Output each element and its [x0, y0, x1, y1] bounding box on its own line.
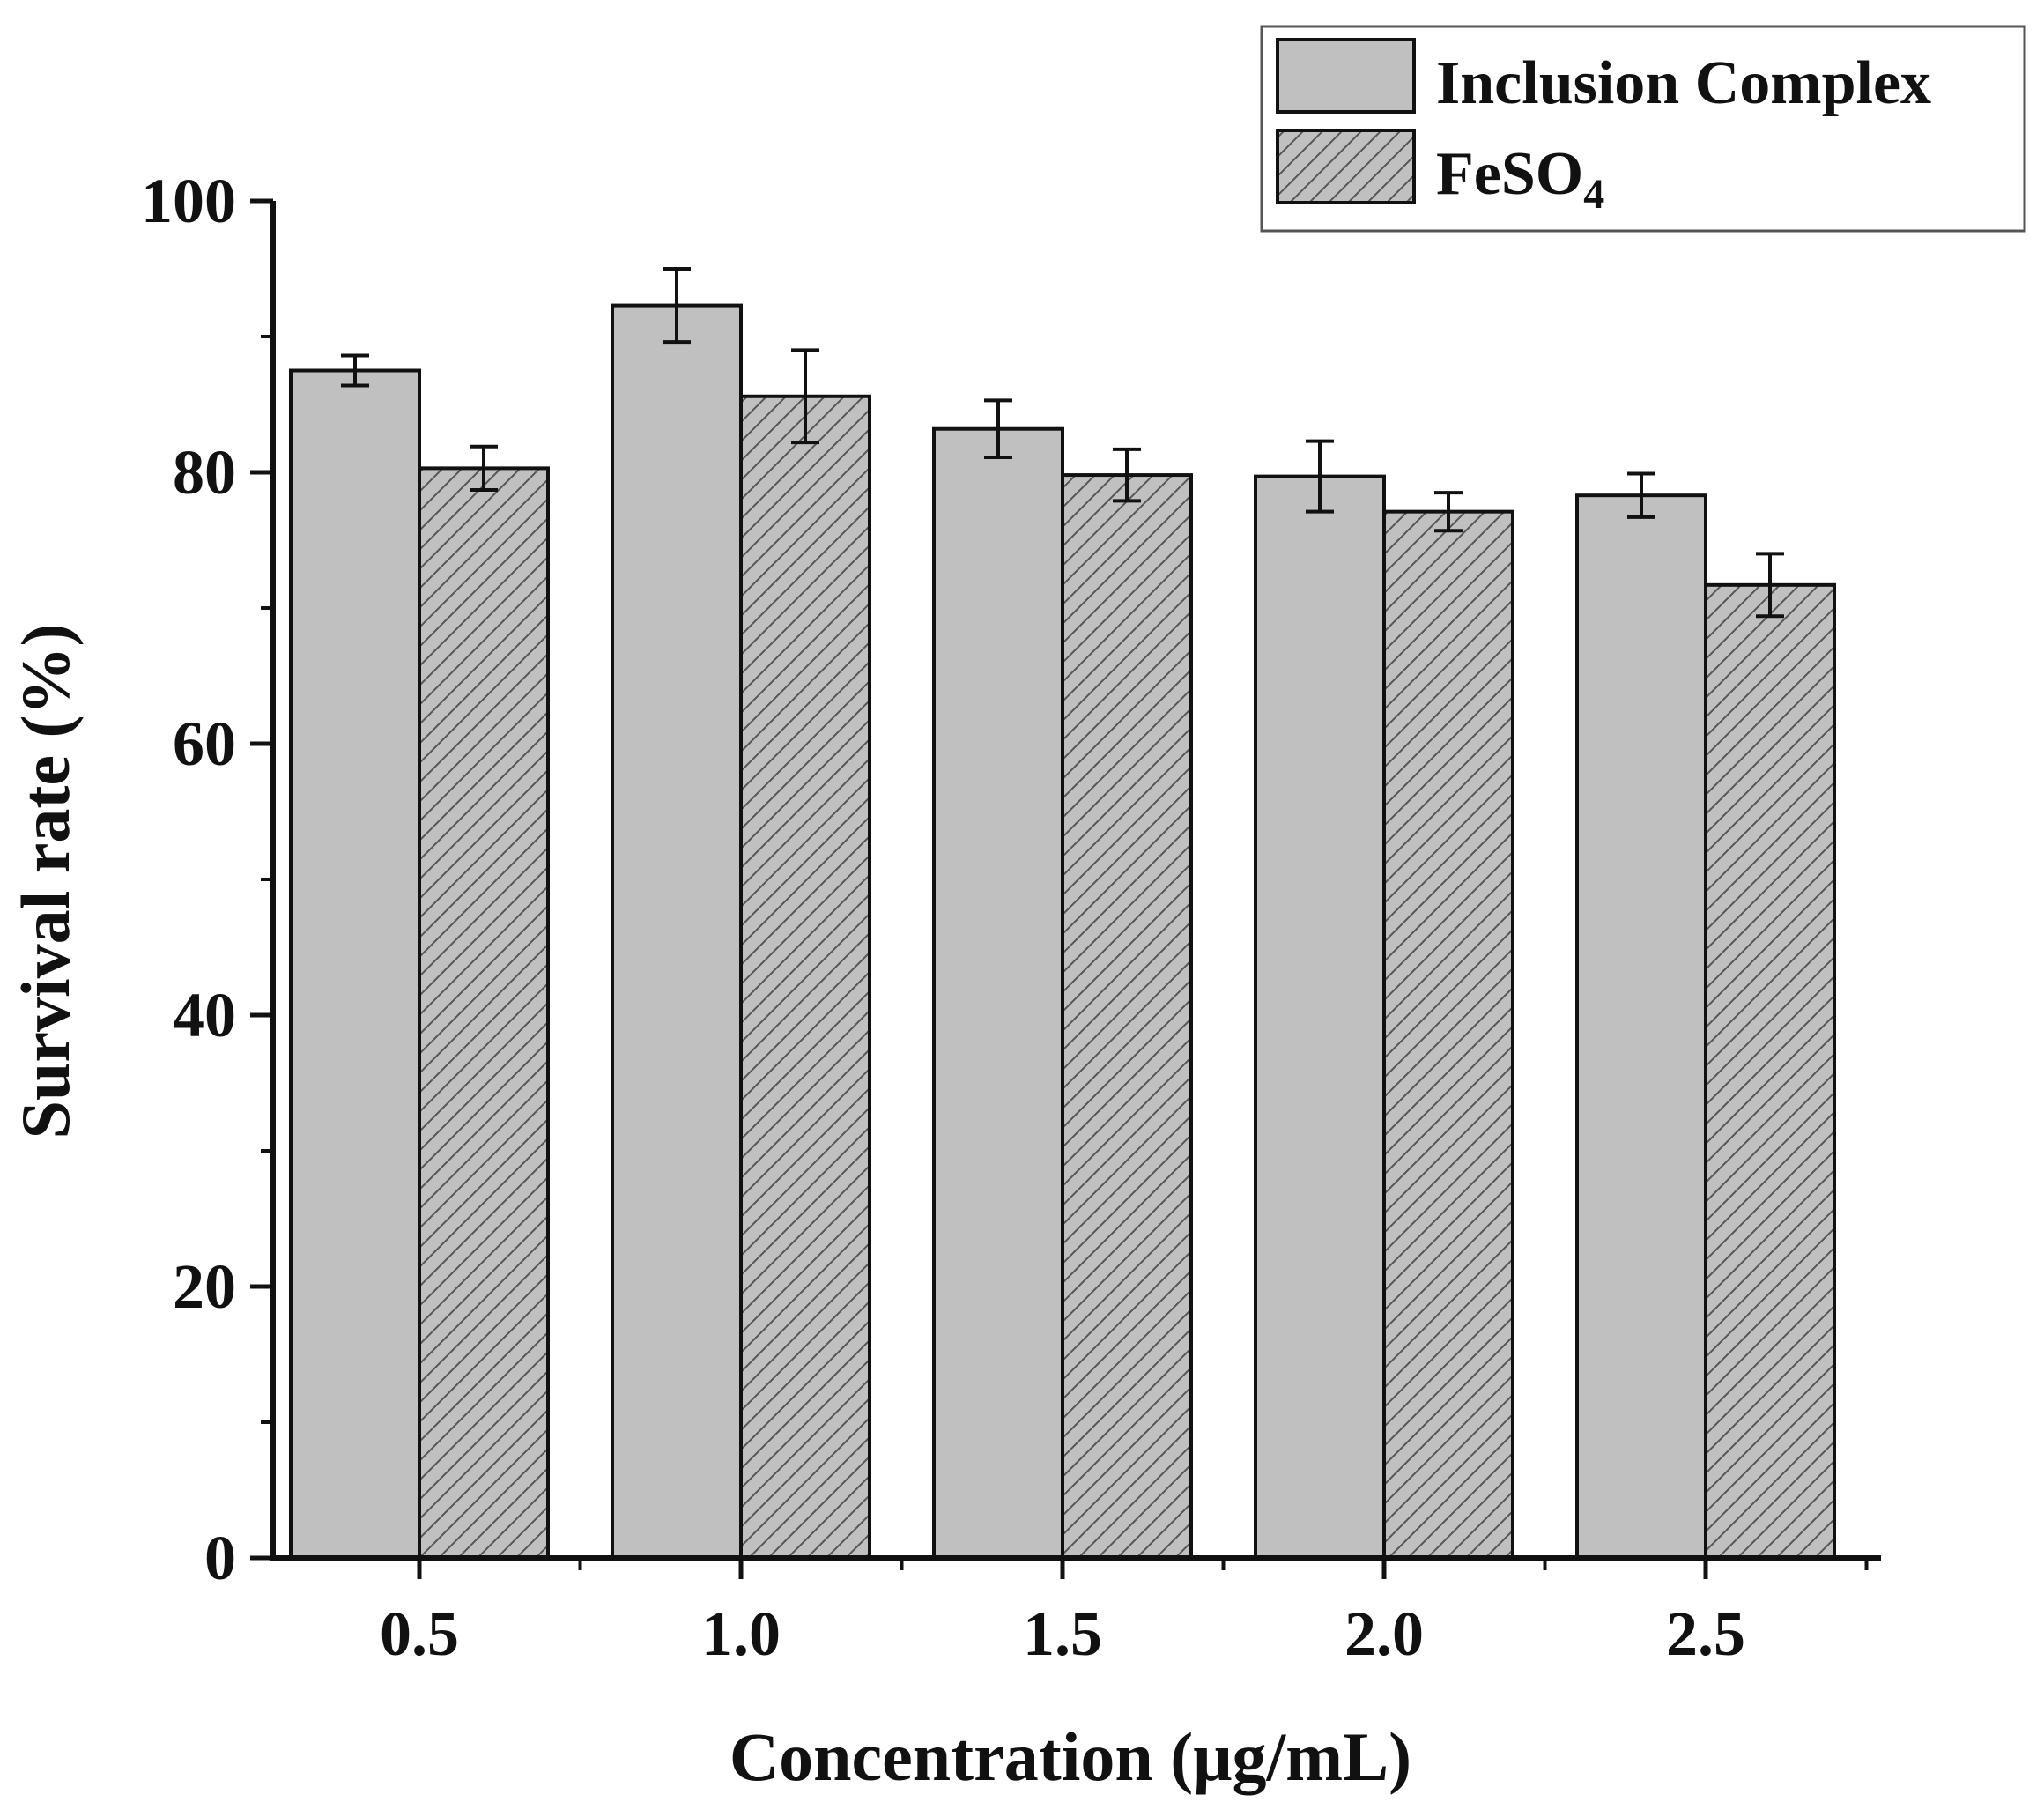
- y-tick-label-20: 20: [173, 1251, 236, 1322]
- legend-swatch-inclusion-complex: [1276, 38, 1416, 114]
- bar-inclusion-complex-2-5: [1575, 493, 1707, 1560]
- x-tick-label-2-5: 2.5: [1666, 1598, 1745, 1669]
- legend-label-inclusion-complex: Inclusion Complex: [1436, 49, 1931, 117]
- legend-label-feso4-subscript: 4: [1583, 171, 1604, 218]
- bar-inclusion-complex-2-0: [1254, 474, 1386, 1560]
- bar-feso4-1-0: [739, 394, 871, 1560]
- y-tick-label-80: 80: [173, 437, 236, 508]
- bar-inclusion-complex-1-0: [611, 303, 743, 1561]
- error-bar-feso4-2-0: [1434, 491, 1463, 533]
- bar-feso4-2-5: [1704, 582, 1836, 1561]
- error-bar-inclusion-complex-1-5: [984, 398, 1012, 460]
- error-bar-feso4-1-5: [1113, 447, 1141, 503]
- x-tick-label-1-5: 1.5: [1023, 1598, 1102, 1669]
- bar-inclusion-complex-1-5: [932, 426, 1064, 1561]
- y-tick-label-0: 0: [204, 1523, 236, 1593]
- bar-feso4-2-0: [1382, 509, 1514, 1560]
- y-axis-title: Survival rate (%): [7, 624, 84, 1139]
- legend-label-feso4: FeSO4: [1436, 140, 1604, 218]
- error-bar-inclusion-complex-2-0: [1306, 439, 1334, 514]
- y-tick-label-60: 60: [173, 708, 236, 779]
- error-bar-feso4-2-5: [1756, 552, 1784, 619]
- y-tick-label-100: 100: [141, 166, 236, 236]
- error-bar-inclusion-complex-2-5: [1627, 471, 1655, 519]
- error-bars-layer: [341, 267, 1784, 619]
- bar-inclusion-complex-0-5: [289, 368, 421, 1560]
- x-tick-label-1-0: 1.0: [701, 1598, 781, 1669]
- bar-feso4-1-5: [1061, 473, 1193, 1561]
- error-bar-inclusion-complex-1-0: [663, 267, 691, 345]
- error-bar-feso4-0-5: [470, 444, 498, 493]
- x-tick-label-0-5: 0.5: [380, 1598, 459, 1669]
- bar-feso4-0-5: [418, 466, 550, 1560]
- y-tick-label-40: 40: [173, 980, 236, 1050]
- x-tick-label-2-0: 2.0: [1344, 1598, 1424, 1669]
- x-axis-title: Concentration (μg/mL): [729, 1718, 1411, 1795]
- bars-layer: [289, 303, 1836, 1561]
- y-axis-ticks: 0 20 40 60 80 100: [141, 166, 273, 1593]
- error-bar-feso4-1-0: [791, 348, 819, 445]
- error-bar-inclusion-complex-0-5: [341, 353, 369, 388]
- legend-swatch-feso4: [1276, 129, 1416, 204]
- legend-label-inclusion-complex-main: Inclusion Complex: [1436, 49, 1931, 117]
- x-axis-ticks: 0.5 1.0 1.5 2.0 2.5: [380, 1558, 1869, 1669]
- legend: Inclusion Complex FeSO4: [1260, 25, 2026, 233]
- legend-label-feso4-main: FeSO: [1436, 140, 1583, 208]
